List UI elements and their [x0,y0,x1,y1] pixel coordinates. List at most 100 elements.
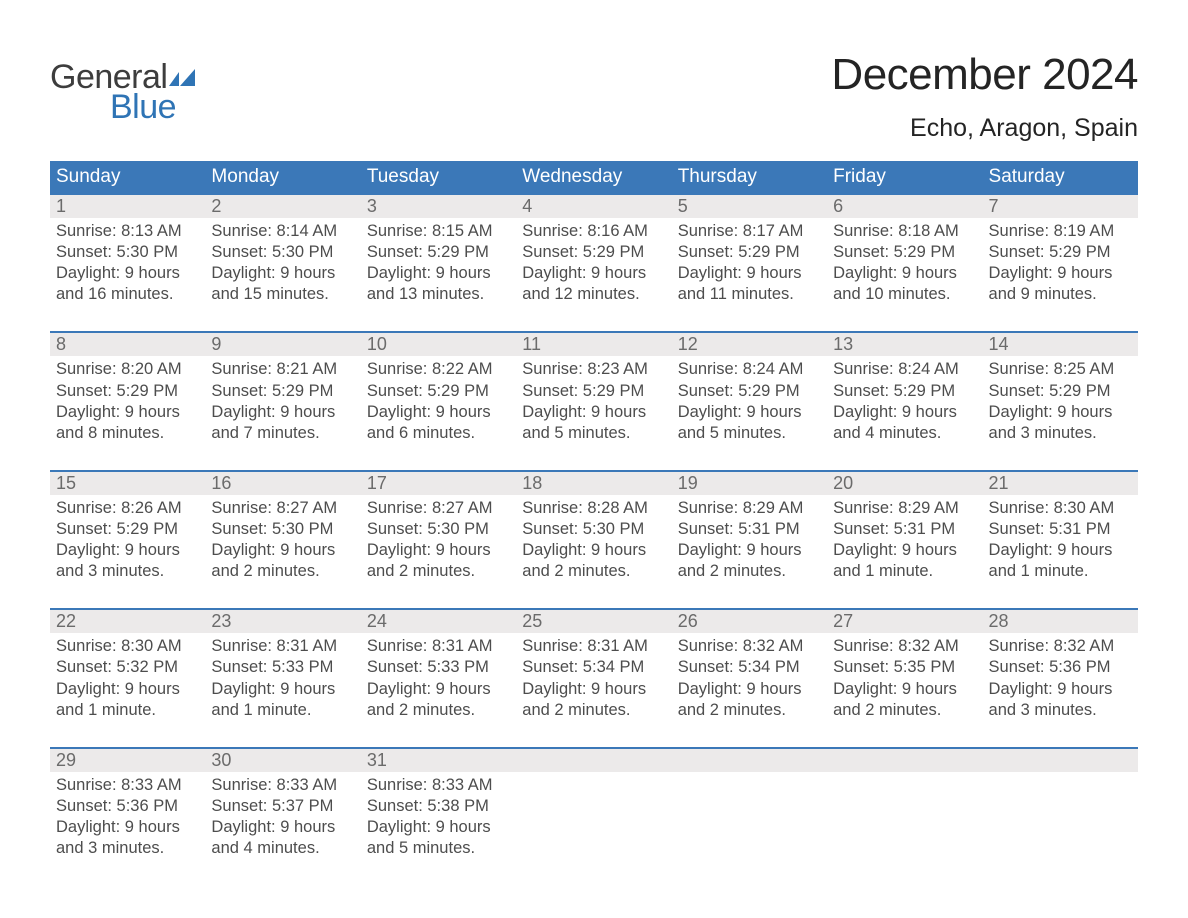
sunset-line: Sunset: 5:31 PM [989,519,1132,540]
daylight-line: Daylight: 9 hours and 16 minutes. [56,263,199,305]
daylight-line: Daylight: 9 hours and 1 minute. [56,679,199,721]
day-details: Sunrise: 8:27 AMSunset: 5:30 PMDaylight:… [205,495,360,582]
calendar-day-cell: 22Sunrise: 8:30 AMSunset: 5:32 PMDayligh… [50,609,205,747]
day-details: Sunrise: 8:33 AMSunset: 5:38 PMDaylight:… [361,772,516,859]
day-details: Sunrise: 8:31 AMSunset: 5:33 PMDaylight:… [361,633,516,720]
sunrise-line: Sunrise: 8:33 AM [211,775,354,796]
day-number: 29 [50,749,205,772]
calendar-day-cell [827,748,982,885]
sunset-line: Sunset: 5:29 PM [833,242,976,263]
calendar-day-cell: 6Sunrise: 8:18 AMSunset: 5:29 PMDaylight… [827,194,982,332]
sunrise-line: Sunrise: 8:19 AM [989,221,1132,242]
sunrise-line: Sunrise: 8:27 AM [367,498,510,519]
calendar-day-cell: 3Sunrise: 8:15 AMSunset: 5:29 PMDaylight… [361,194,516,332]
calendar-day-cell: 27Sunrise: 8:32 AMSunset: 5:35 PMDayligh… [827,609,982,747]
daylight-line: Daylight: 9 hours and 2 minutes. [833,679,976,721]
calendar-day-cell: 26Sunrise: 8:32 AMSunset: 5:34 PMDayligh… [672,609,827,747]
day-number-bar-empty [516,749,671,772]
sunrise-line: Sunrise: 8:33 AM [367,775,510,796]
calendar-body: 1Sunrise: 8:13 AMSunset: 5:30 PMDaylight… [50,194,1138,885]
day-number: 18 [516,472,671,495]
weekday-header: Wednesday [516,161,671,194]
day-details: Sunrise: 8:33 AMSunset: 5:36 PMDaylight:… [50,772,205,859]
day-details: Sunrise: 8:30 AMSunset: 5:31 PMDaylight:… [983,495,1138,582]
day-number: 17 [361,472,516,495]
sunrise-line: Sunrise: 8:22 AM [367,359,510,380]
calendar-day-cell: 19Sunrise: 8:29 AMSunset: 5:31 PMDayligh… [672,471,827,609]
day-number: 16 [205,472,360,495]
day-details: Sunrise: 8:31 AMSunset: 5:34 PMDaylight:… [516,633,671,720]
sunrise-line: Sunrise: 8:32 AM [833,636,976,657]
calendar-day-cell: 25Sunrise: 8:31 AMSunset: 5:34 PMDayligh… [516,609,671,747]
day-details: Sunrise: 8:15 AMSunset: 5:29 PMDaylight:… [361,218,516,305]
calendar-day-cell: 29Sunrise: 8:33 AMSunset: 5:36 PMDayligh… [50,748,205,885]
sunrise-line: Sunrise: 8:15 AM [367,221,510,242]
day-details: Sunrise: 8:25 AMSunset: 5:29 PMDaylight:… [983,356,1138,443]
calendar-week-row: 8Sunrise: 8:20 AMSunset: 5:29 PMDaylight… [50,332,1138,470]
calendar-day-cell: 30Sunrise: 8:33 AMSunset: 5:37 PMDayligh… [205,748,360,885]
daylight-line: Daylight: 9 hours and 4 minutes. [211,817,354,859]
sunset-line: Sunset: 5:29 PM [522,242,665,263]
calendar-day-cell [983,748,1138,885]
sunrise-line: Sunrise: 8:20 AM [56,359,199,380]
sunrise-line: Sunrise: 8:16 AM [522,221,665,242]
sunset-line: Sunset: 5:30 PM [367,519,510,540]
calendar-day-cell: 16Sunrise: 8:27 AMSunset: 5:30 PMDayligh… [205,471,360,609]
day-number: 11 [516,333,671,356]
weekday-header: Monday [205,161,360,194]
day-number-bar-empty [672,749,827,772]
calendar-day-cell: 23Sunrise: 8:31 AMSunset: 5:33 PMDayligh… [205,609,360,747]
sunset-line: Sunset: 5:29 PM [989,381,1132,402]
day-number: 7 [983,195,1138,218]
day-number: 5 [672,195,827,218]
sunrise-line: Sunrise: 8:23 AM [522,359,665,380]
sunset-line: Sunset: 5:38 PM [367,796,510,817]
day-details: Sunrise: 8:20 AMSunset: 5:29 PMDaylight:… [50,356,205,443]
day-number: 13 [827,333,982,356]
day-number: 3 [361,195,516,218]
daylight-line: Daylight: 9 hours and 3 minutes. [989,402,1132,444]
calendar-week-row: 1Sunrise: 8:13 AMSunset: 5:30 PMDaylight… [50,194,1138,332]
sunrise-line: Sunrise: 8:27 AM [211,498,354,519]
sunset-line: Sunset: 5:29 PM [367,242,510,263]
sunrise-line: Sunrise: 8:29 AM [678,498,821,519]
daylight-line: Daylight: 9 hours and 13 minutes. [367,263,510,305]
sunrise-line: Sunrise: 8:31 AM [211,636,354,657]
sunset-line: Sunset: 5:30 PM [522,519,665,540]
day-details: Sunrise: 8:14 AMSunset: 5:30 PMDaylight:… [205,218,360,305]
daylight-line: Daylight: 9 hours and 3 minutes. [989,679,1132,721]
daylight-line: Daylight: 9 hours and 1 minute. [989,540,1132,582]
weekday-header: Saturday [983,161,1138,194]
daylight-line: Daylight: 9 hours and 3 minutes. [56,817,199,859]
brand-logo: General Blue [50,60,199,121]
day-number-bar-empty [827,749,982,772]
calendar-day-cell: 9Sunrise: 8:21 AMSunset: 5:29 PMDaylight… [205,332,360,470]
day-number: 24 [361,610,516,633]
calendar-day-cell [516,748,671,885]
calendar-day-cell: 12Sunrise: 8:24 AMSunset: 5:29 PMDayligh… [672,332,827,470]
calendar-day-cell: 18Sunrise: 8:28 AMSunset: 5:30 PMDayligh… [516,471,671,609]
sunrise-line: Sunrise: 8:18 AM [833,221,976,242]
day-details: Sunrise: 8:22 AMSunset: 5:29 PMDaylight:… [361,356,516,443]
sunset-line: Sunset: 5:36 PM [989,657,1132,678]
daylight-line: Daylight: 9 hours and 12 minutes. [522,263,665,305]
sunrise-line: Sunrise: 8:25 AM [989,359,1132,380]
sunrise-line: Sunrise: 8:32 AM [989,636,1132,657]
day-details: Sunrise: 8:33 AMSunset: 5:37 PMDaylight:… [205,772,360,859]
sunset-line: Sunset: 5:29 PM [367,381,510,402]
sunset-line: Sunset: 5:30 PM [211,242,354,263]
day-number: 20 [827,472,982,495]
sunset-line: Sunset: 5:37 PM [211,796,354,817]
location-subtitle: Echo, Aragon, Spain [831,114,1138,143]
sunrise-line: Sunrise: 8:30 AM [56,636,199,657]
day-number: 27 [827,610,982,633]
daylight-line: Daylight: 9 hours and 8 minutes. [56,402,199,444]
day-details: Sunrise: 8:30 AMSunset: 5:32 PMDaylight:… [50,633,205,720]
calendar-day-cell: 17Sunrise: 8:27 AMSunset: 5:30 PMDayligh… [361,471,516,609]
day-details: Sunrise: 8:28 AMSunset: 5:30 PMDaylight:… [516,495,671,582]
sunset-line: Sunset: 5:33 PM [211,657,354,678]
sunset-line: Sunset: 5:32 PM [56,657,199,678]
calendar-week-row: 15Sunrise: 8:26 AMSunset: 5:29 PMDayligh… [50,471,1138,609]
day-number: 19 [672,472,827,495]
sunrise-line: Sunrise: 8:13 AM [56,221,199,242]
